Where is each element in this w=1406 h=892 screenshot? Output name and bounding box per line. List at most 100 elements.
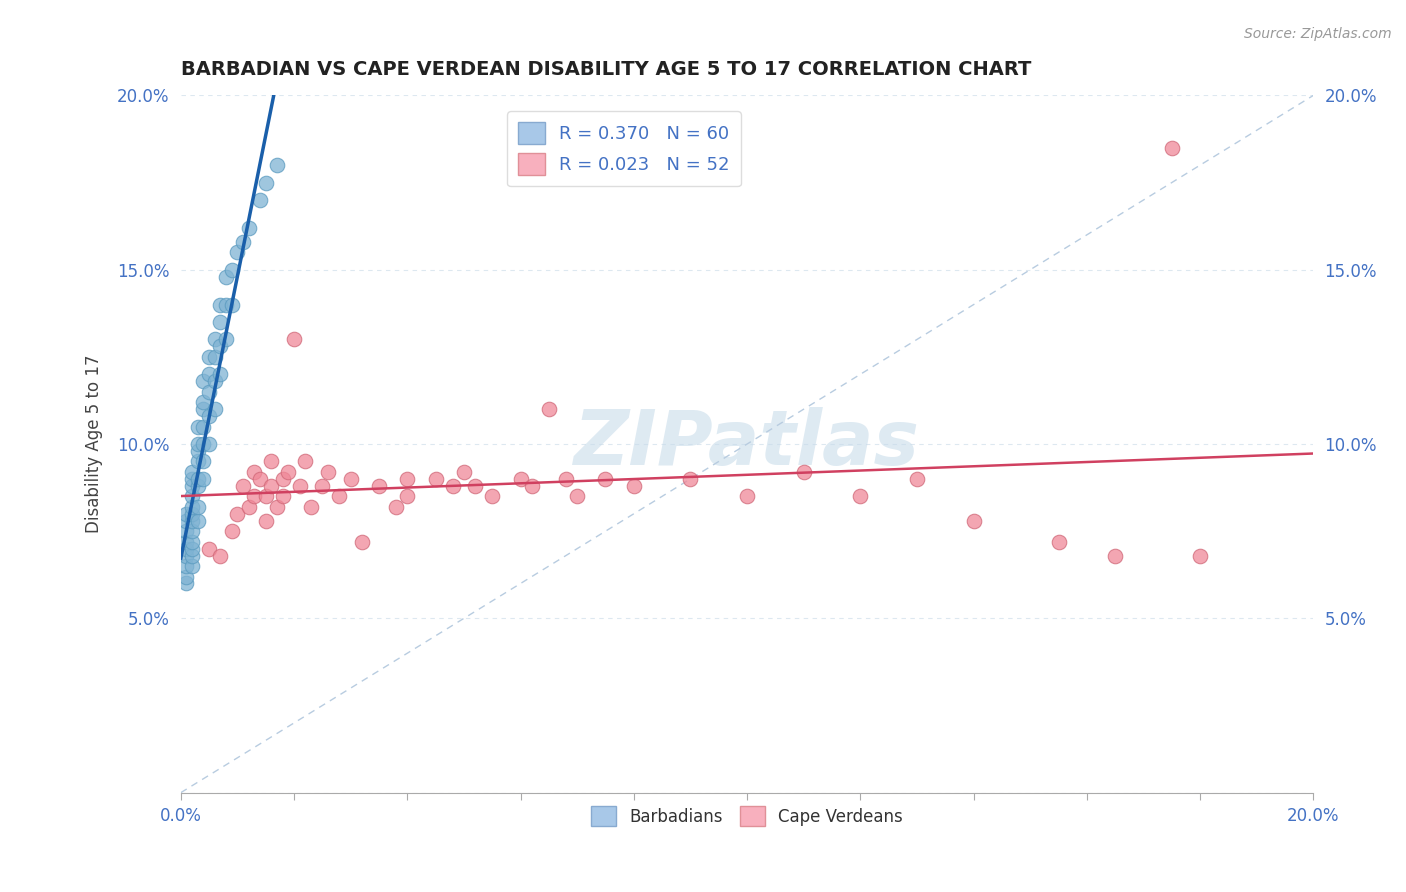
Point	[226, 507, 249, 521]
Point	[266, 500, 288, 514]
Point	[181, 534, 204, 549]
Point	[396, 472, 419, 486]
Point	[396, 489, 419, 503]
Point	[679, 472, 702, 486]
Text: ZIPatlas: ZIPatlas	[574, 407, 920, 481]
Point	[554, 472, 576, 486]
Point	[1047, 534, 1070, 549]
Point	[187, 514, 209, 528]
Point	[181, 472, 204, 486]
Point	[181, 541, 204, 556]
Point	[204, 333, 226, 347]
Point	[441, 479, 464, 493]
Point	[425, 472, 447, 486]
Point	[221, 297, 243, 311]
Point	[368, 479, 391, 493]
Point	[232, 479, 254, 493]
Point	[193, 395, 215, 409]
Legend: Barbadians, Cape Verdeans: Barbadians, Cape Verdeans	[585, 799, 910, 833]
Point	[193, 472, 215, 486]
Point	[198, 541, 221, 556]
Point	[254, 176, 277, 190]
Point	[316, 465, 339, 479]
Point	[204, 374, 226, 388]
Point	[793, 465, 815, 479]
Point	[238, 500, 260, 514]
Point	[209, 297, 232, 311]
Point	[453, 465, 475, 479]
Point	[299, 500, 322, 514]
Point	[249, 193, 271, 207]
Point	[181, 479, 204, 493]
Point	[215, 269, 238, 284]
Point	[198, 409, 221, 424]
Point	[215, 297, 238, 311]
Point	[181, 514, 204, 528]
Point	[266, 158, 288, 172]
Point	[209, 339, 232, 353]
Point	[176, 559, 198, 574]
Point	[238, 220, 260, 235]
Point	[849, 489, 872, 503]
Point	[226, 245, 249, 260]
Point	[905, 472, 928, 486]
Point	[181, 489, 204, 503]
Point	[181, 524, 204, 539]
Point	[209, 549, 232, 563]
Point	[283, 333, 305, 347]
Point	[520, 479, 543, 493]
Point	[243, 465, 266, 479]
Point	[962, 514, 984, 528]
Point	[176, 549, 198, 563]
Point	[181, 465, 204, 479]
Point	[271, 489, 294, 503]
Point	[277, 465, 299, 479]
Point	[181, 500, 204, 514]
Point	[176, 507, 198, 521]
Point	[339, 472, 361, 486]
Point	[209, 368, 232, 382]
Point	[260, 479, 283, 493]
Point	[221, 524, 243, 539]
Point	[595, 472, 617, 486]
Point	[187, 472, 209, 486]
Point	[481, 489, 503, 503]
Point	[537, 402, 560, 417]
Point	[187, 437, 209, 451]
Text: BARBADIAN VS CAPE VERDEAN DISABILITY AGE 5 TO 17 CORRELATION CHART: BARBADIAN VS CAPE VERDEAN DISABILITY AGE…	[181, 60, 1031, 78]
Point	[464, 479, 486, 493]
Point	[311, 479, 333, 493]
Point	[176, 514, 198, 528]
Point	[193, 419, 215, 434]
Point	[198, 350, 221, 364]
Point	[198, 437, 221, 451]
Point	[294, 454, 316, 468]
Point	[1104, 549, 1126, 563]
Point	[193, 374, 215, 388]
Point	[187, 444, 209, 458]
Point	[193, 454, 215, 468]
Point	[176, 541, 198, 556]
Point	[567, 489, 589, 503]
Point	[350, 534, 373, 549]
Point	[243, 489, 266, 503]
Point	[735, 489, 758, 503]
Point	[176, 534, 198, 549]
Point	[623, 479, 645, 493]
Point	[1160, 141, 1182, 155]
Y-axis label: Disability Age 5 to 17: Disability Age 5 to 17	[86, 355, 103, 533]
Point	[204, 402, 226, 417]
Point	[215, 333, 238, 347]
Point	[176, 524, 198, 539]
Point	[204, 350, 226, 364]
Point	[187, 454, 209, 468]
Point	[193, 402, 215, 417]
Point	[187, 479, 209, 493]
Point	[271, 472, 294, 486]
Point	[198, 384, 221, 399]
Point	[187, 419, 209, 434]
Point	[193, 437, 215, 451]
Point	[221, 262, 243, 277]
Point	[209, 315, 232, 329]
Point	[181, 507, 204, 521]
